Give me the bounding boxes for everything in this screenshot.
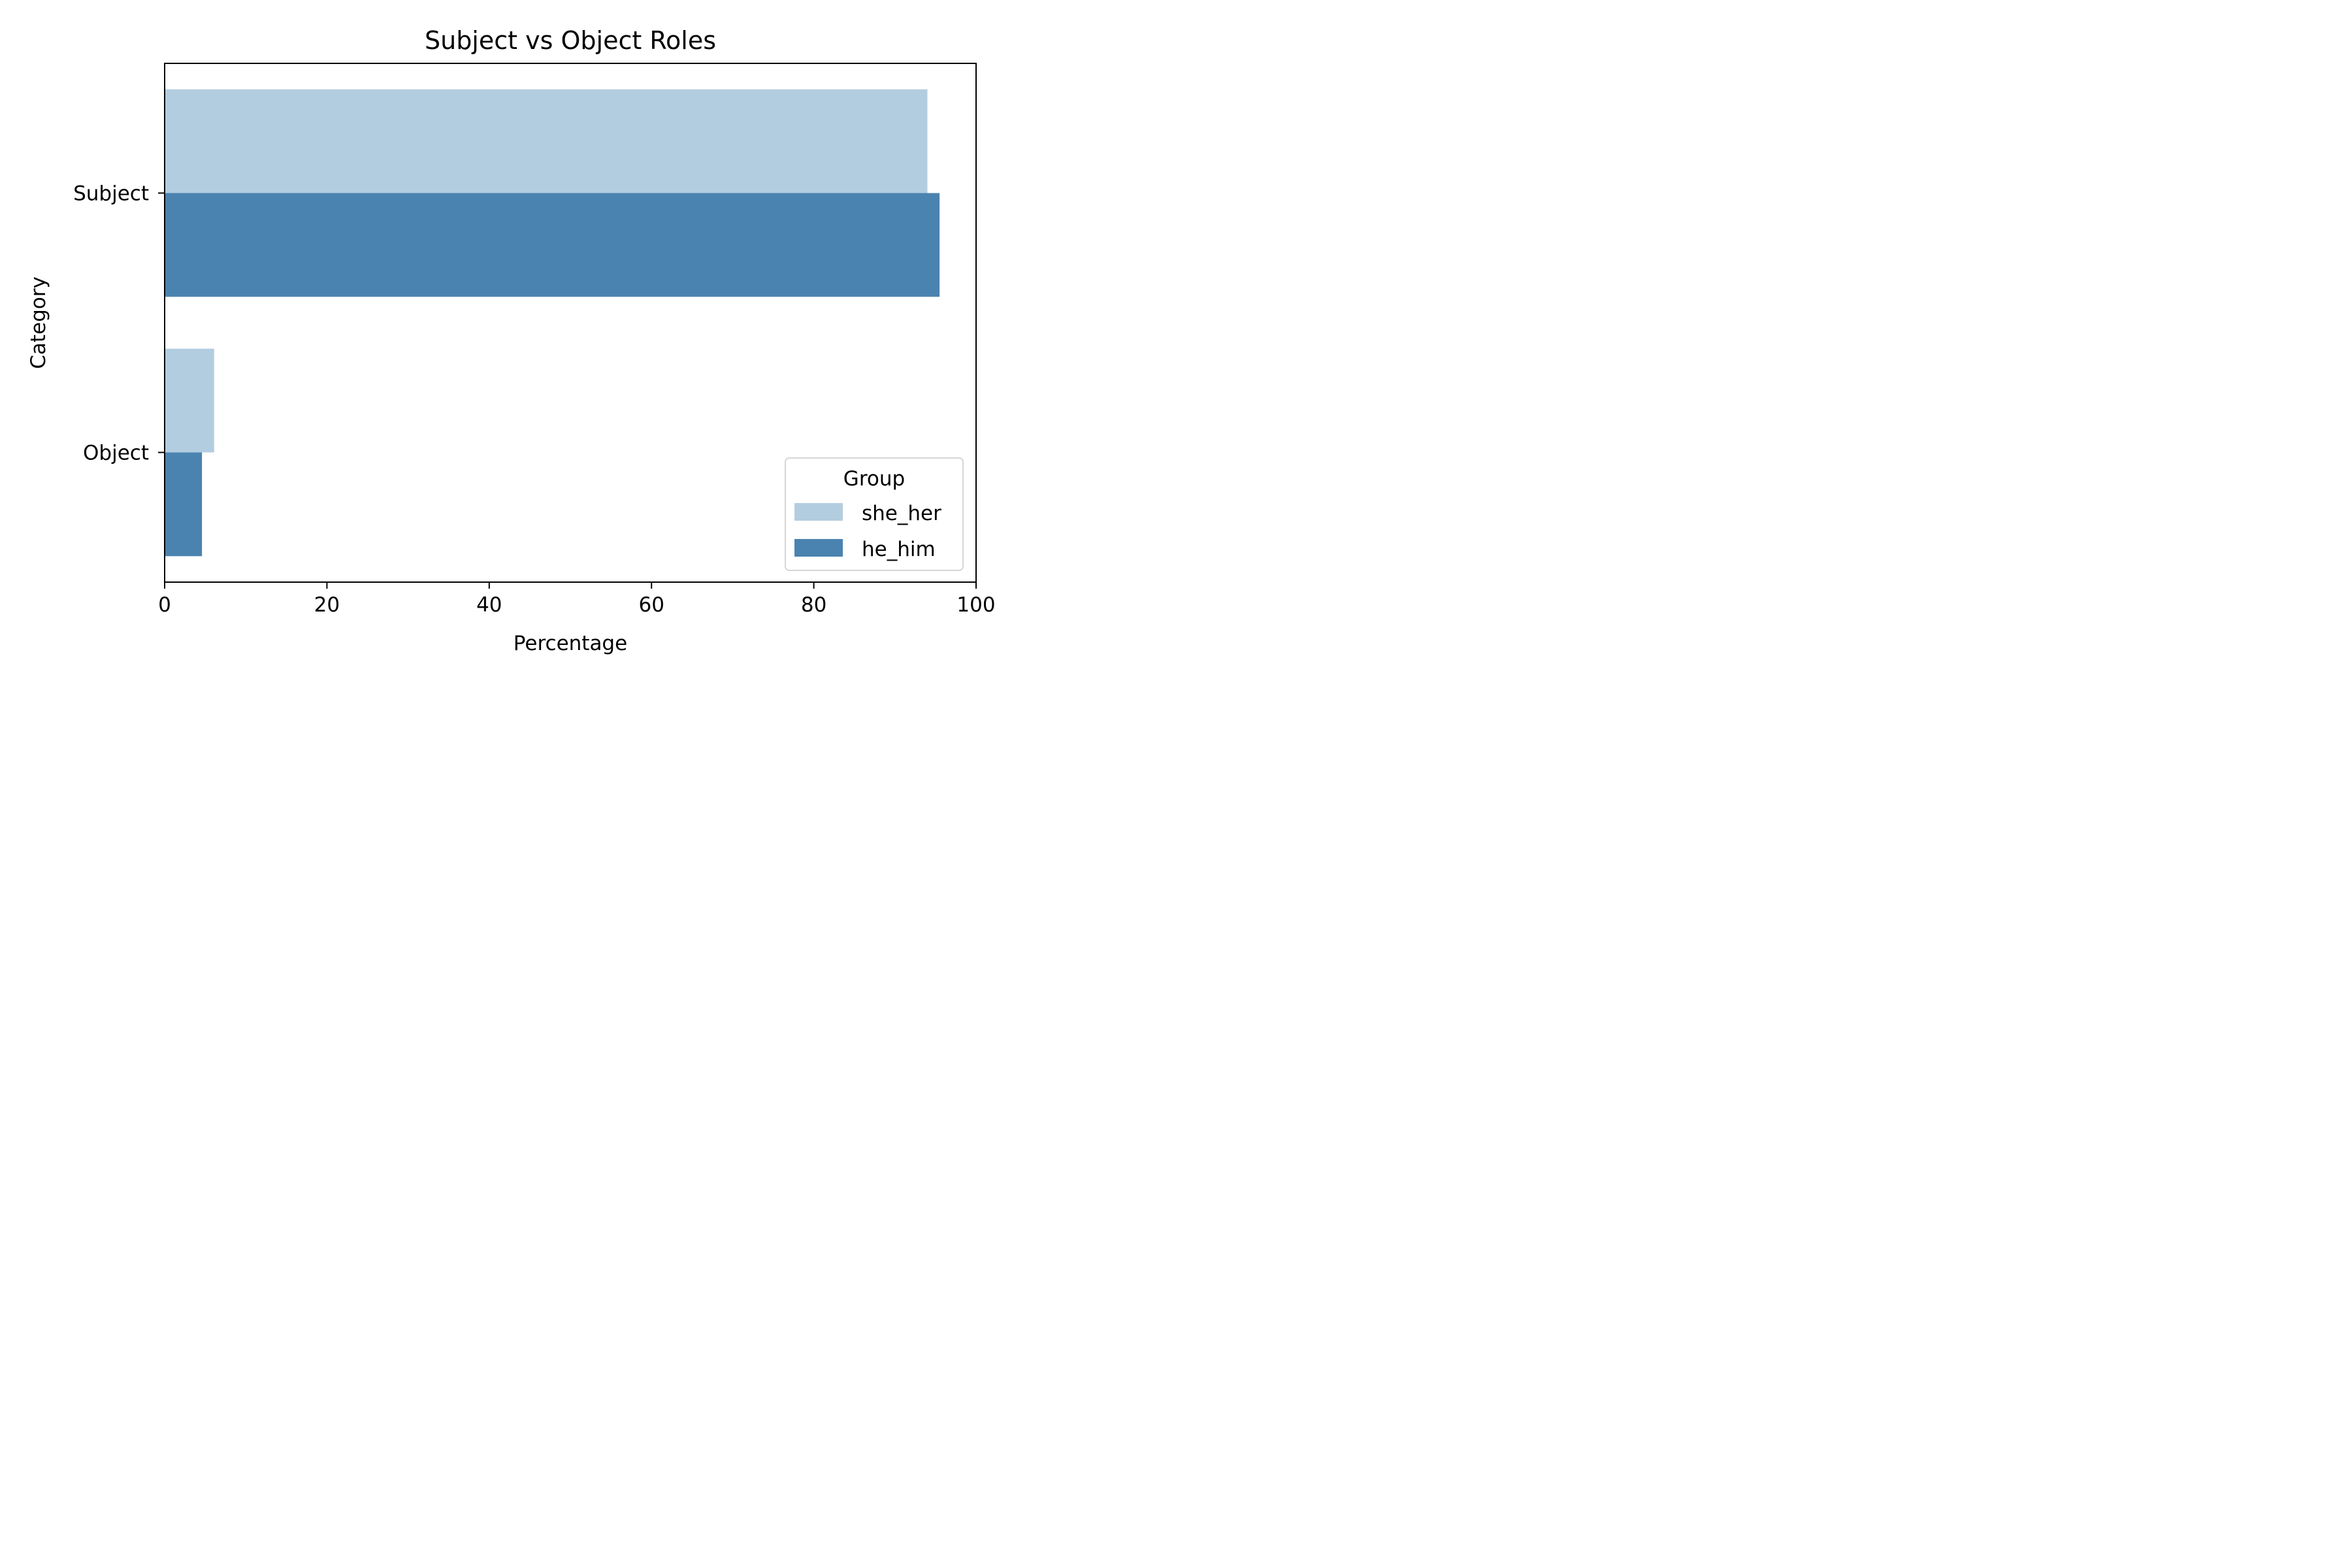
- y-tick-label-subject: Subject: [73, 182, 149, 206]
- x-tick-label: 20: [314, 593, 340, 617]
- legend-swatch-he-him: [794, 539, 843, 557]
- y-tick-label-object: Object: [83, 442, 149, 465]
- x-tick-label: 40: [476, 593, 502, 617]
- chart-title: Subject vs Object Roles: [425, 26, 716, 55]
- x-axis-label: Percentage: [514, 632, 627, 655]
- y-axis-label: Category: [27, 276, 50, 369]
- legend-label-he-him: he_him: [862, 538, 936, 561]
- bar-chart: Subject vs Object Roles 0 20 40 60 80 100 Subj…: [0, 0, 1019, 679]
- legend-title: Group: [843, 467, 905, 491]
- x-tick-label: 100: [956, 593, 995, 617]
- bar-object-she-her: [165, 348, 214, 453]
- axes-frame: [164, 63, 977, 583]
- legend: Group she_her he_him: [785, 457, 964, 571]
- bar-object-he-him: [165, 452, 203, 557]
- x-tick-label: 60: [638, 593, 664, 617]
- legend-swatch-she-her: [794, 503, 843, 521]
- bar-subject-she-her: [165, 89, 928, 193]
- chart-figure: Subject vs Object Roles 0 20 40 60 80 100 Subj…: [0, 0, 1019, 679]
- x-tick-label: 80: [801, 593, 826, 617]
- x-tick-label: 0: [158, 593, 171, 617]
- plot-area: 0 20 40 60 80 100 Subject Object: [73, 63, 996, 617]
- legend-label-she-her: she_her: [862, 502, 941, 525]
- bar-subject-he-him: [165, 193, 940, 297]
